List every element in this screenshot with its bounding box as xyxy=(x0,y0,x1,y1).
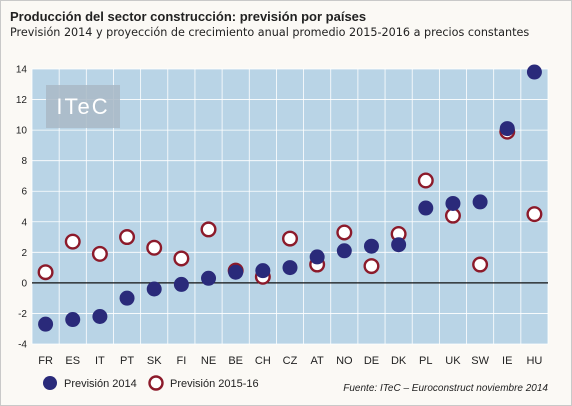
x-tick-label: SW xyxy=(471,355,489,367)
y-tick-label: 6 xyxy=(21,187,27,198)
y-tick-label: -2 xyxy=(18,309,27,320)
point-prevision-2015-16 xyxy=(200,221,217,238)
point-prevision-2014 xyxy=(499,121,515,137)
x-tick-label: BE xyxy=(228,355,243,367)
x-tick-label: IE xyxy=(502,355,512,367)
point-prevision-2015-16 xyxy=(173,250,190,267)
chart-title: Producción del sector construcción: prev… xyxy=(10,9,367,24)
x-tick-label: FR xyxy=(38,355,53,367)
x-tick-label: FI xyxy=(176,355,186,367)
point-prevision-2014 xyxy=(38,316,54,332)
point-prevision-2014 xyxy=(526,64,542,80)
point-prevision-2014 xyxy=(282,260,298,276)
y-tick-label: 2 xyxy=(21,248,27,259)
chart-subtitle: Previsión 2014 y proyección de crecimien… xyxy=(10,26,530,39)
x-tick-label: CH xyxy=(255,355,271,367)
point-prevision-2014 xyxy=(445,195,461,211)
point-prevision-2015-16 xyxy=(64,233,81,250)
logo-text: ITeC xyxy=(56,94,109,119)
legend: Previsión 2014 Previsión 2015-16 xyxy=(43,375,259,391)
x-tick-label: HU xyxy=(526,355,542,367)
x-tick-label: SK xyxy=(147,355,162,367)
x-tick-label: PL xyxy=(419,355,432,367)
point-prevision-2014 xyxy=(92,309,108,324)
point-prevision-2014 xyxy=(228,264,244,280)
x-tick-label: DK xyxy=(391,355,407,367)
itec-logo: ITeC xyxy=(46,85,120,128)
x-tick-label: ES xyxy=(65,355,80,367)
point-prevision-2014 xyxy=(119,290,135,306)
point-prevision-2014 xyxy=(65,312,81,328)
point-prevision-2014 xyxy=(201,270,217,286)
legend-label-2014: Previsión 2014 xyxy=(64,378,137,390)
point-prevision-2015-16 xyxy=(336,224,353,241)
x-tick-label: NO xyxy=(336,355,353,367)
point-prevision-2014 xyxy=(173,276,189,292)
x-tick-label: AT xyxy=(311,355,325,367)
y-tick-label: 8 xyxy=(21,156,27,167)
point-prevision-2015-16 xyxy=(526,206,543,223)
point-prevision-2015-16 xyxy=(282,230,299,247)
point-prevision-2014 xyxy=(255,263,271,279)
y-tick-label: 4 xyxy=(21,217,27,228)
y-tick-label: -4 xyxy=(18,340,27,351)
point-prevision-2014 xyxy=(146,281,162,297)
x-tick-label: CZ xyxy=(283,355,298,367)
point-prevision-2014 xyxy=(472,194,488,210)
legend-hollow-marker xyxy=(148,375,164,391)
x-tick-label: NE xyxy=(201,355,216,367)
point-prevision-2014 xyxy=(391,237,407,253)
x-tick-label: DE xyxy=(364,355,379,367)
point-prevision-2015-16 xyxy=(37,264,54,281)
y-tick-label: 14 xyxy=(16,65,28,76)
point-prevision-2014 xyxy=(418,200,434,216)
point-prevision-2015-16 xyxy=(363,258,380,275)
point-prevision-2014 xyxy=(309,249,325,265)
source-note: Fuente: ITeC – Euroconstruct noviembre 2… xyxy=(343,383,548,394)
x-tick-label: UK xyxy=(445,355,461,367)
x-tick-label: IT xyxy=(95,355,105,367)
legend-filled-marker xyxy=(43,376,57,390)
legend-label-2015-16: Previsión 2015-16 xyxy=(170,378,259,390)
x-tick-label: PT xyxy=(120,355,134,367)
y-tick-label: 0 xyxy=(21,278,27,289)
point-prevision-2015-16 xyxy=(472,256,489,273)
point-prevision-2015-16 xyxy=(417,172,434,189)
point-prevision-2015-16 xyxy=(119,229,136,246)
point-prevision-2015-16 xyxy=(91,245,108,262)
y-tick-label: 12 xyxy=(16,95,28,106)
y-tick-label: 10 xyxy=(16,126,28,137)
point-prevision-2015-16 xyxy=(146,239,163,256)
point-prevision-2014 xyxy=(336,243,352,259)
point-prevision-2014 xyxy=(363,238,379,254)
